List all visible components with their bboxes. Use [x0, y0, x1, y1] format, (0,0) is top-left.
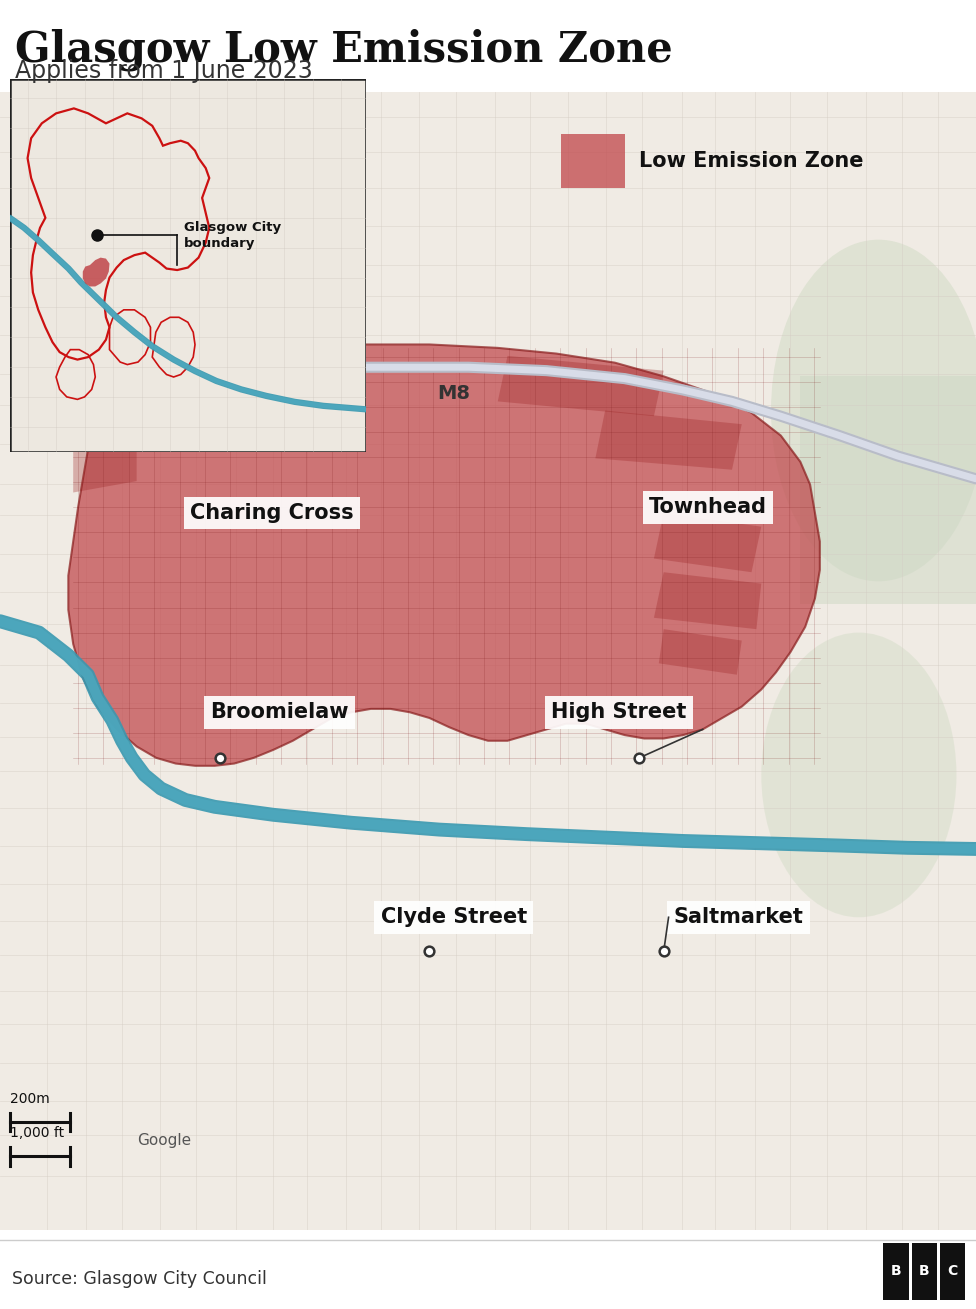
Polygon shape: [595, 411, 742, 470]
Polygon shape: [498, 356, 664, 416]
Text: Source: Glasgow City Council: Source: Glasgow City Council: [12, 1270, 266, 1288]
Text: Broomielaw: Broomielaw: [210, 703, 348, 723]
Text: M8: M8: [437, 384, 470, 403]
Text: B: B: [891, 1263, 901, 1278]
Polygon shape: [73, 412, 137, 492]
Bar: [800, 377, 976, 605]
Text: Google: Google: [137, 1134, 190, 1148]
Text: 200m: 200m: [10, 1092, 50, 1106]
Polygon shape: [654, 513, 761, 572]
Bar: [912, 1244, 937, 1300]
Text: 1,000 ft: 1,000 ft: [10, 1127, 63, 1140]
Bar: [561, 134, 625, 188]
Text: High Street: High Street: [551, 703, 687, 723]
Text: Glasgow Low Emission Zone: Glasgow Low Emission Zone: [15, 29, 672, 71]
Text: Applies from 1 June 2023: Applies from 1 June 2023: [15, 59, 312, 82]
Polygon shape: [83, 258, 109, 287]
Ellipse shape: [761, 632, 956, 918]
Text: Townhead: Townhead: [649, 497, 767, 517]
Text: C: C: [948, 1263, 957, 1278]
Text: B: B: [919, 1263, 929, 1278]
Polygon shape: [659, 630, 742, 674]
Ellipse shape: [771, 240, 976, 581]
Text: Saltmarket: Saltmarket: [673, 907, 803, 927]
Polygon shape: [68, 344, 820, 766]
Text: Low Emission Zone: Low Emission Zone: [639, 151, 864, 171]
Text: Glasgow City
boundary: Glasgow City boundary: [184, 221, 281, 250]
Polygon shape: [98, 368, 215, 450]
Text: Clyde Street: Clyde Street: [381, 907, 527, 927]
Text: Charing Cross: Charing Cross: [190, 503, 354, 524]
Polygon shape: [654, 572, 761, 630]
Bar: [883, 1244, 909, 1300]
Bar: [940, 1244, 965, 1300]
